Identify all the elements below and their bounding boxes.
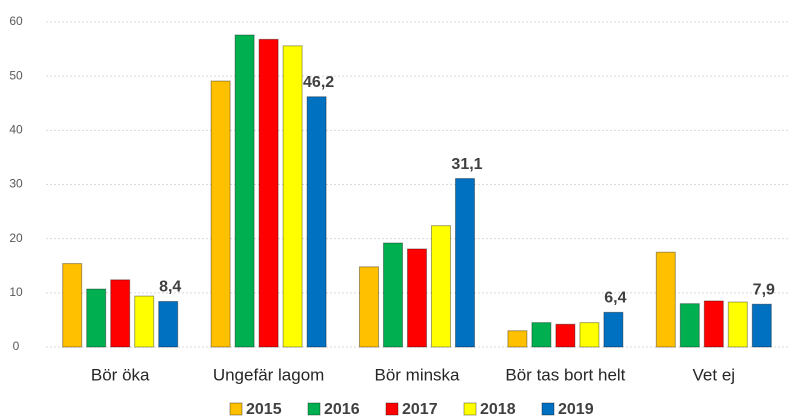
legend-swatch [463,402,477,416]
bar [86,288,107,348]
y-tick-label: 40 [9,123,23,137]
x-tick-label: Ungefär lagom [213,365,325,384]
bar [359,266,379,348]
bar [258,38,279,348]
value-label: 8,4 [159,279,181,296]
legend-label: 2015 [246,401,282,418]
bar [407,248,427,348]
bar [62,263,83,348]
bar [603,311,624,348]
bar [555,323,576,348]
bar [579,322,600,348]
value-label: 6,4 [604,290,626,307]
legend-label: 2018 [480,401,516,418]
bar [234,34,255,348]
y-tick-label: 10 [9,285,23,299]
bar [134,295,155,348]
legend-label: 2016 [324,401,360,418]
bar [110,279,131,348]
legend-swatch [541,402,555,416]
bar [158,301,179,348]
legend-label: 2017 [402,401,438,418]
value-label: 7,9 [753,281,775,298]
y-tick-label: 50 [9,68,23,82]
legend-swatch [385,402,399,416]
x-tick-label: Vet ej [693,365,736,384]
value-label: 46,2 [303,74,334,91]
y-tick-label: 30 [9,177,23,191]
bar [655,251,676,348]
y-tick-label: 20 [9,231,23,245]
x-tick-label: Bör tas bort helt [505,365,625,384]
x-tick-label: Bör minska [374,365,460,384]
bar [282,45,303,348]
bar [751,303,772,348]
x-tick-label: Bör öka [91,365,150,384]
legend-label: 2019 [558,401,594,418]
y-tick-label: 0 [13,339,20,353]
bar [383,242,403,348]
bar [210,80,231,348]
bar [455,178,475,348]
legend-swatch [307,402,321,416]
bar [507,330,528,348]
bar [431,225,451,348]
legend-swatch [229,402,243,416]
bar [727,301,748,348]
bar [306,96,327,348]
value-label: 31,1 [451,156,482,173]
bar [703,300,724,348]
bar [531,322,552,348]
bar [679,303,700,348]
y-tick-label: 60 [9,14,23,28]
